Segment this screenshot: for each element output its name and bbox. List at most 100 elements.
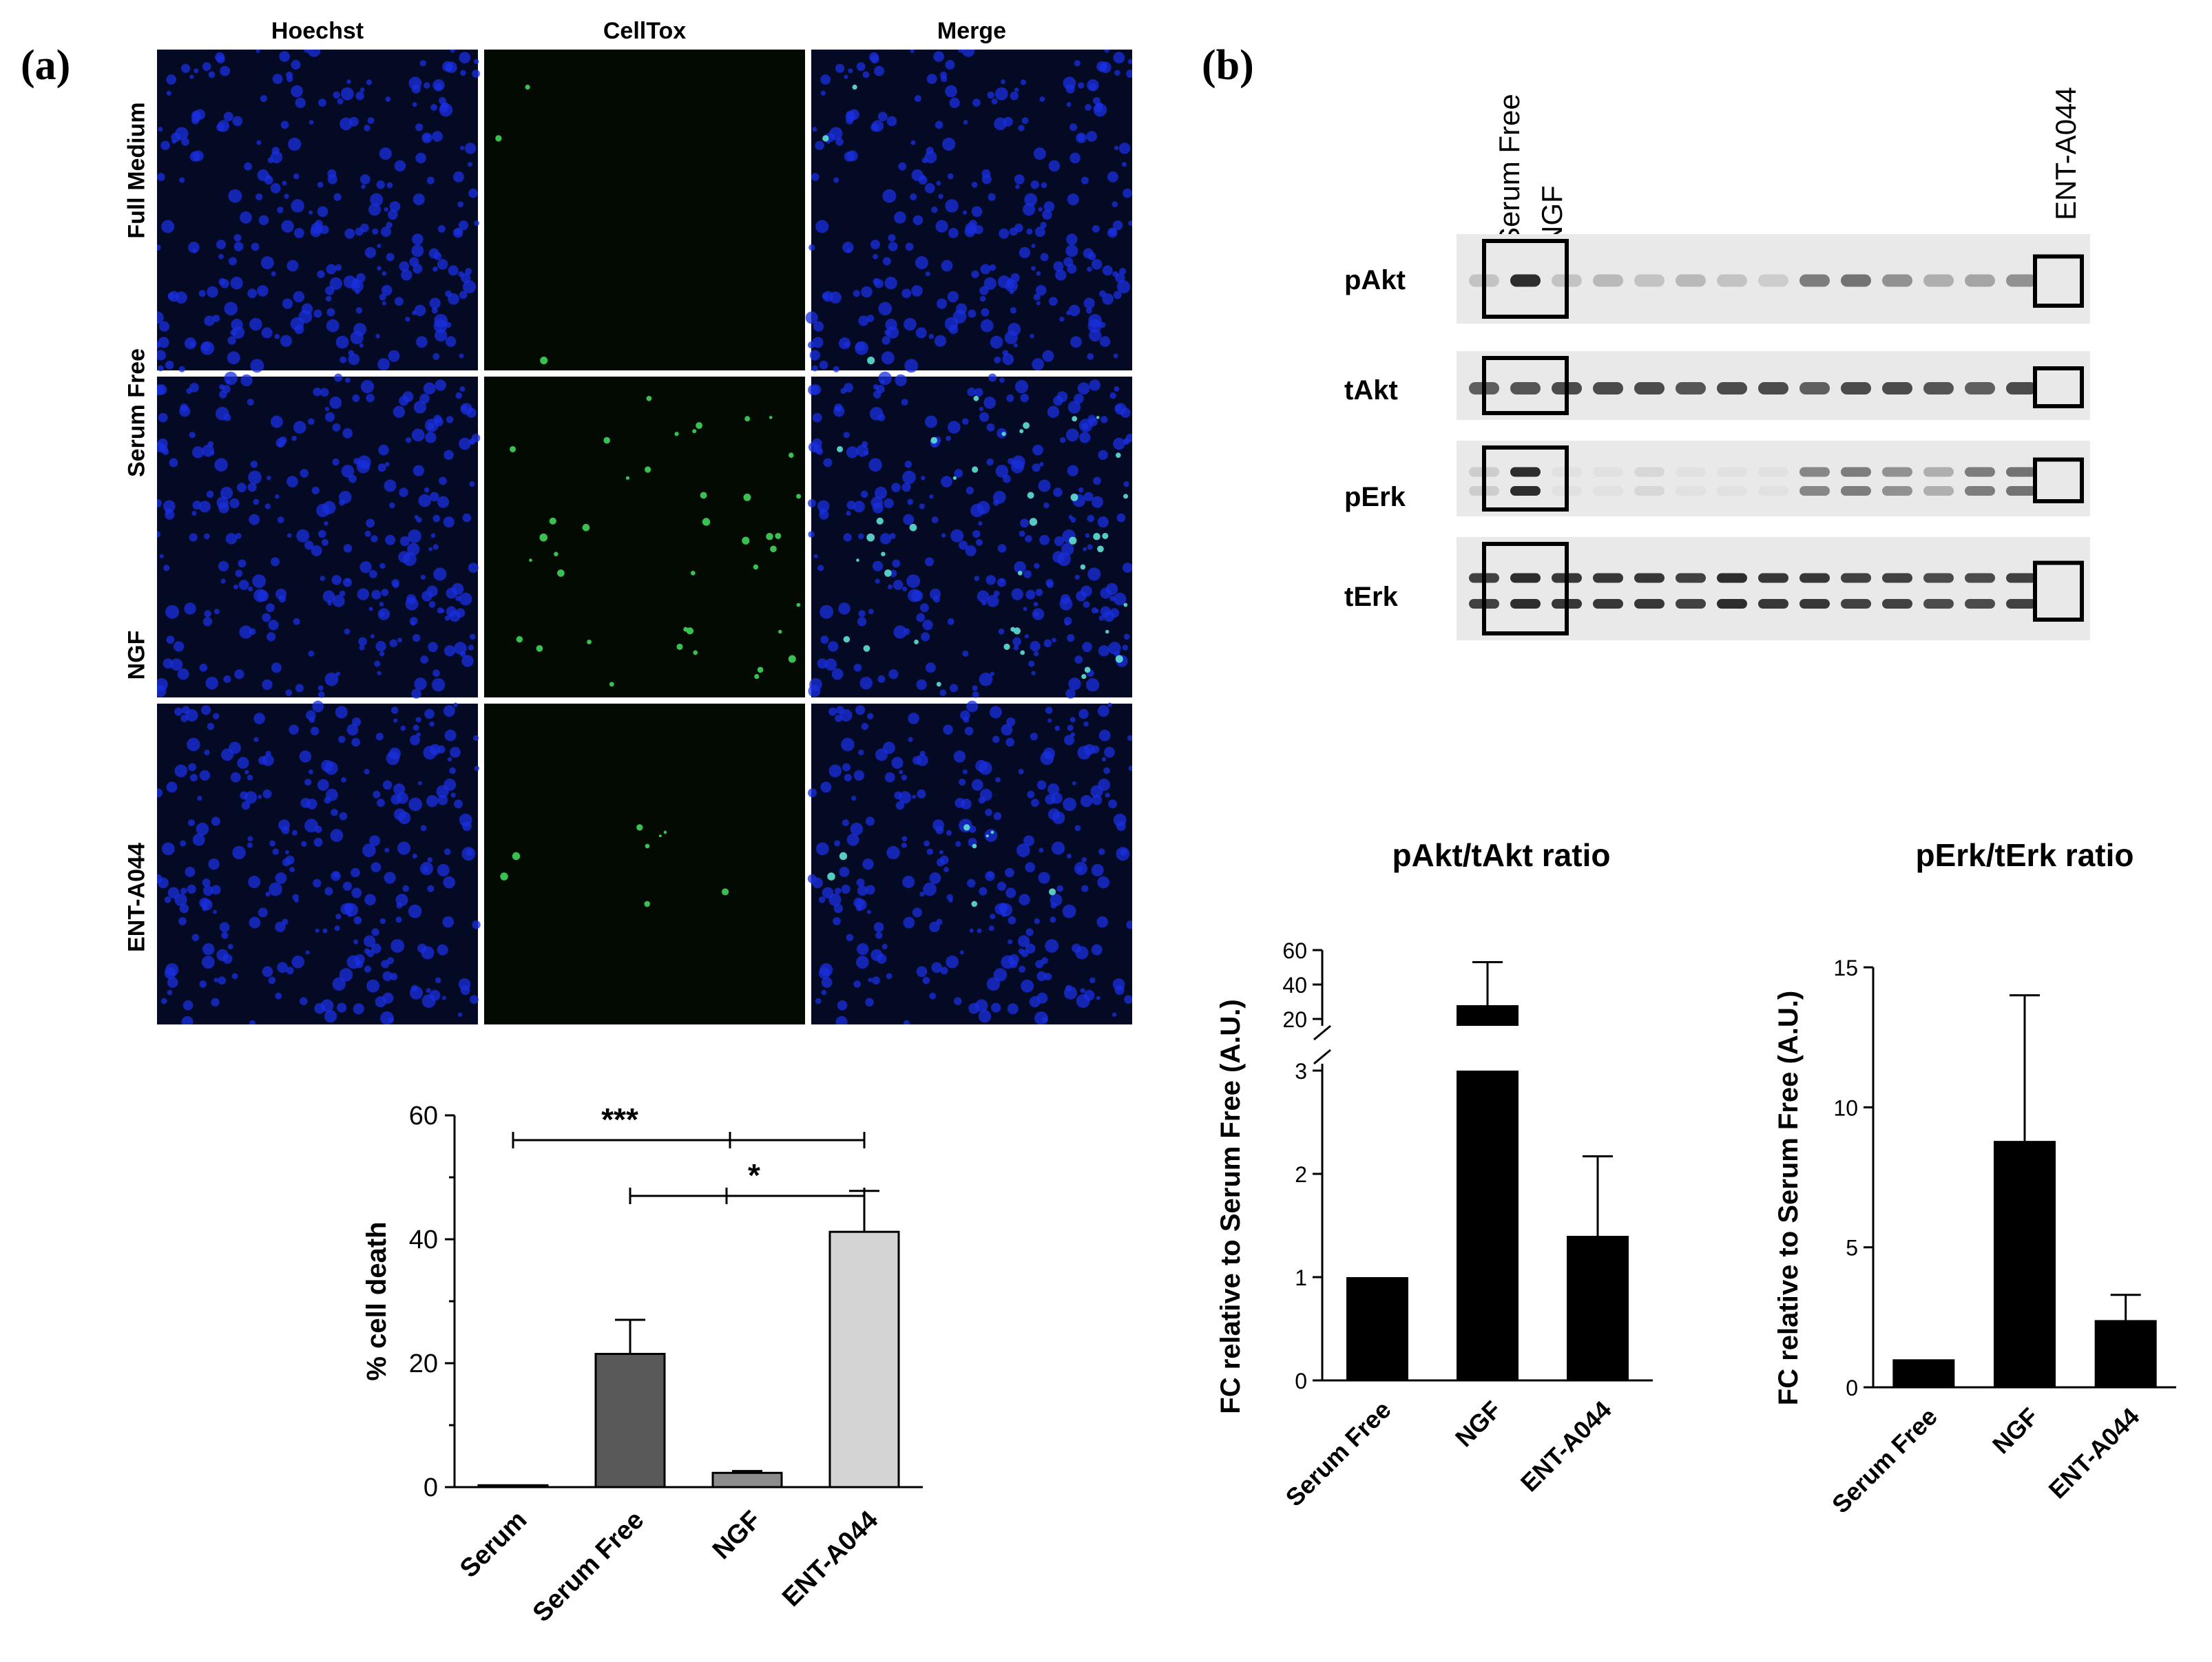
significance-label: *** — [601, 1102, 638, 1137]
blot-band — [1717, 486, 1747, 496]
blot-band — [1799, 573, 1830, 583]
highlight-box-control — [1482, 445, 1569, 512]
pakt-takt-bar-chart: 20 40 60 0 1 2 3 FC relative to Serum Free (A.U… — [1215, 938, 1653, 1512]
blot-band — [1717, 467, 1747, 477]
blot-band — [1510, 599, 1541, 609]
bar — [1994, 1141, 2056, 1387]
highlight-box-treatment — [2033, 366, 2084, 408]
micrograph-tile — [153, 371, 481, 699]
micrograph-tile — [151, 43, 481, 373]
x-tick-label: Serum — [455, 1506, 532, 1584]
blot-band — [1799, 599, 1830, 609]
perk-terk-bar-chart: 0 5 10 15 FC relative to Serum Free (A.U.) Se… — [1773, 956, 2176, 1519]
micrograph-tile — [484, 377, 805, 697]
highlight-box-treatment — [2033, 254, 2084, 308]
blot-band — [2006, 274, 2036, 287]
bar — [1567, 1236, 1629, 1380]
x-tick-label: NGF — [1987, 1402, 2044, 1460]
y-tick-label: 3 — [1295, 1059, 1307, 1084]
blot-band — [1758, 382, 1788, 395]
blot-band — [1593, 599, 1623, 609]
y-tick-label: 0 — [424, 1473, 438, 1502]
column-header-hoechst: Hoechst — [271, 18, 364, 44]
bar — [1457, 1071, 1519, 1380]
blot-band — [1882, 382, 1912, 395]
blot-band — [1923, 274, 1954, 287]
micrograph-tile — [484, 50, 805, 370]
blot-band — [1882, 486, 1912, 496]
lane-label-serum-free: Serum Free — [1493, 94, 1525, 246]
blot-band — [1634, 382, 1665, 395]
x-tick-label: ENT-A044 — [2043, 1402, 2145, 1504]
x-tick-label: ENT-A044 — [777, 1506, 884, 1612]
blot-band — [1965, 274, 1995, 287]
blot-band — [1923, 486, 1954, 496]
western-blots — [1457, 234, 2090, 640]
micrograph-grid — [151, 43, 1136, 1355]
blot-band — [1758, 573, 1788, 583]
blot-band — [1717, 382, 1747, 395]
panel-b-label: (b) — [1202, 42, 1254, 89]
blot-band — [1510, 274, 1541, 287]
bar — [594, 1353, 666, 1489]
blot-band — [1923, 467, 1954, 477]
blot-membrane — [1457, 537, 2090, 640]
blot-label-terk: tErk — [1344, 582, 1398, 612]
blot-band — [1676, 467, 1706, 477]
micrograph-images — [151, 43, 1136, 1355]
blot-band — [1676, 382, 1706, 395]
blot-band — [1634, 274, 1665, 287]
bar — [477, 1484, 549, 1489]
blot-band — [1510, 573, 1541, 583]
micrograph-tile — [484, 704, 805, 1024]
y-tick-label: 5 — [1846, 1236, 1858, 1261]
x-tick-label: Serum Free — [1280, 1396, 1397, 1512]
blot-band — [1758, 274, 1788, 287]
blot-band — [1882, 274, 1912, 287]
x-tick-label: Serum Free — [1826, 1402, 1943, 1519]
blot-label-takt: tAkt — [1344, 375, 1398, 406]
blot-band — [1758, 486, 1788, 496]
blot-label-perk: pErk — [1344, 482, 1406, 512]
bar — [2094, 1320, 2157, 1387]
blot-band — [1841, 467, 1871, 477]
axis-break-mark — [1313, 1049, 1331, 1065]
blot-band — [1758, 599, 1788, 609]
blot-band — [1717, 274, 1747, 287]
blot-band — [1799, 382, 1830, 395]
blot-band — [1593, 486, 1623, 496]
highlight-box-control — [1482, 542, 1569, 635]
blot-band — [1923, 382, 1954, 395]
row-label-full-medium: Full Medium — [123, 102, 150, 239]
micrograph-tile — [805, 43, 1135, 373]
y-tick-label: 0 — [1846, 1376, 1858, 1400]
x-tick-label: Serum Free — [528, 1506, 650, 1628]
column-header-merge: Merge — [937, 18, 1007, 44]
blot-band — [1799, 467, 1830, 477]
chart-title-pakt-takt: pAkt/tAkt ratio — [1392, 837, 1611, 873]
row-label-ent-a044: ENT-A044 — [123, 843, 150, 952]
blot-band — [1799, 274, 1830, 287]
blot-band — [1593, 274, 1623, 287]
blot-band — [1923, 599, 1954, 609]
axis-break-mark — [1313, 1024, 1331, 1041]
blot-band — [1510, 486, 1541, 496]
blot-band — [1882, 467, 1912, 477]
blot-band — [1841, 486, 1871, 496]
highlight-box-treatment — [2033, 560, 2084, 622]
blot-band — [1841, 573, 1871, 583]
blot-band — [1717, 573, 1747, 583]
column-header-celltox: CellTox — [603, 18, 687, 44]
y-tick-label: 2 — [1295, 1162, 1307, 1187]
blot-band — [1593, 382, 1623, 395]
y-tick-label: 15 — [1833, 956, 1858, 980]
blot-band — [1882, 599, 1912, 609]
highlight-box-control — [1482, 239, 1569, 319]
x-tick-label: ENT-A044 — [1515, 1396, 1617, 1497]
y-tick-label: 20 — [409, 1349, 438, 1378]
chart-title-perk-terk: pErk/tErk ratio — [1915, 837, 2134, 873]
y-tick-label: 40 — [409, 1226, 438, 1254]
y-axis-label: FC relative to Serum Free (A.U.) — [1215, 999, 1246, 1413]
blot-band — [1634, 467, 1665, 477]
blot-band — [2006, 486, 2036, 496]
